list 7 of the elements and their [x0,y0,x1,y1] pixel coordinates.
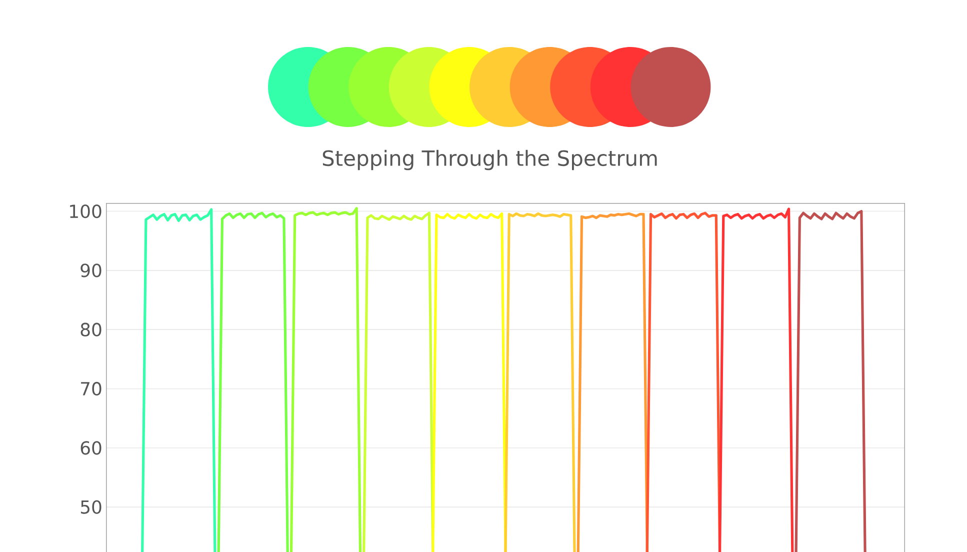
y-tick-label: 70 [81,382,102,396]
y-tick-label: 60 [80,441,102,455]
y-tick-label: 90 [80,264,102,278]
y-tick-label: 50 [80,500,102,514]
chart-title: Stepping Through the Spectrum [322,150,657,170]
y-tick-label: 100 [70,204,102,218]
y-tick-label: 80 [80,322,102,336]
